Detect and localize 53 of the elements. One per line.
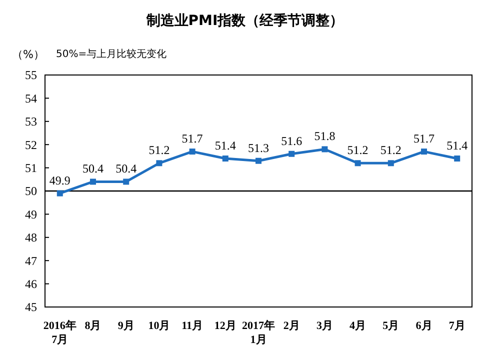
data-label: 51.4 <box>446 138 468 153</box>
y-axis-title: （%） <box>12 48 44 61</box>
y-tick-label: 53 <box>25 114 37 129</box>
x-tick-label: 6月 <box>416 320 432 332</box>
y-tick-label: 54 <box>25 91 37 106</box>
y-tick-label: 52 <box>25 138 37 152</box>
x-tick-label: 10月 <box>148 320 170 332</box>
point <box>222 156 228 162</box>
x-tick-label: 12月 <box>214 320 236 332</box>
x-tick-label: 7月 <box>448 320 466 332</box>
point <box>123 178 130 185</box>
x-tick-label: 4月 <box>350 320 366 332</box>
point <box>388 160 394 166</box>
x-tick-label: 8月 <box>84 320 102 332</box>
point <box>421 148 428 155</box>
point <box>354 160 361 166</box>
data-label: 51.6 <box>281 134 302 148</box>
point <box>322 146 328 152</box>
point <box>56 190 63 196</box>
data-label: 51.7 <box>182 132 203 146</box>
y-tick-label: 49 <box>25 207 37 222</box>
data-label: 49.9 <box>49 173 70 188</box>
point <box>90 178 96 185</box>
y-tick-label: 46 <box>25 277 37 291</box>
data-label: 51.8 <box>314 129 336 144</box>
x-tick-label: 2月 <box>283 320 300 332</box>
x-tick-label: 2016年 7月 <box>43 319 76 346</box>
x-tick-label: 3月 <box>316 320 333 332</box>
data-label: 51.7 <box>414 132 435 146</box>
data-label: 50.4 <box>82 162 104 176</box>
y-tick-label: 55 <box>25 68 37 82</box>
x-tick-label: 5月 <box>382 320 400 332</box>
point <box>454 156 460 162</box>
point <box>189 148 196 155</box>
chart-title: 制造业PMI指数（经季节调整） <box>145 12 344 29</box>
y-tick-label: 47 <box>25 254 37 268</box>
point <box>288 150 295 157</box>
data-label: 51.2 <box>148 143 170 158</box>
text: 50%=与上月比较无变化 <box>56 48 167 60</box>
x-tick-label: 2017年 1月 <box>242 319 275 346</box>
y-tick-label: 48 <box>25 230 37 245</box>
y-tick-label: 50 <box>25 184 37 198</box>
data-label: 50.4 <box>116 162 137 176</box>
point <box>256 158 262 164</box>
x-tick-label: 9月 <box>118 320 134 332</box>
data-label: 51.2 <box>380 143 402 158</box>
point <box>156 160 162 166</box>
x-tick-label: 11月 <box>182 320 203 332</box>
y-tick-label: 45 <box>25 300 37 314</box>
y-tick-label: 51 <box>25 161 37 175</box>
data-label: 51.3 <box>248 140 269 155</box>
data-label: 51.2 <box>347 143 368 158</box>
data-label: 51.4 <box>214 138 236 153</box>
